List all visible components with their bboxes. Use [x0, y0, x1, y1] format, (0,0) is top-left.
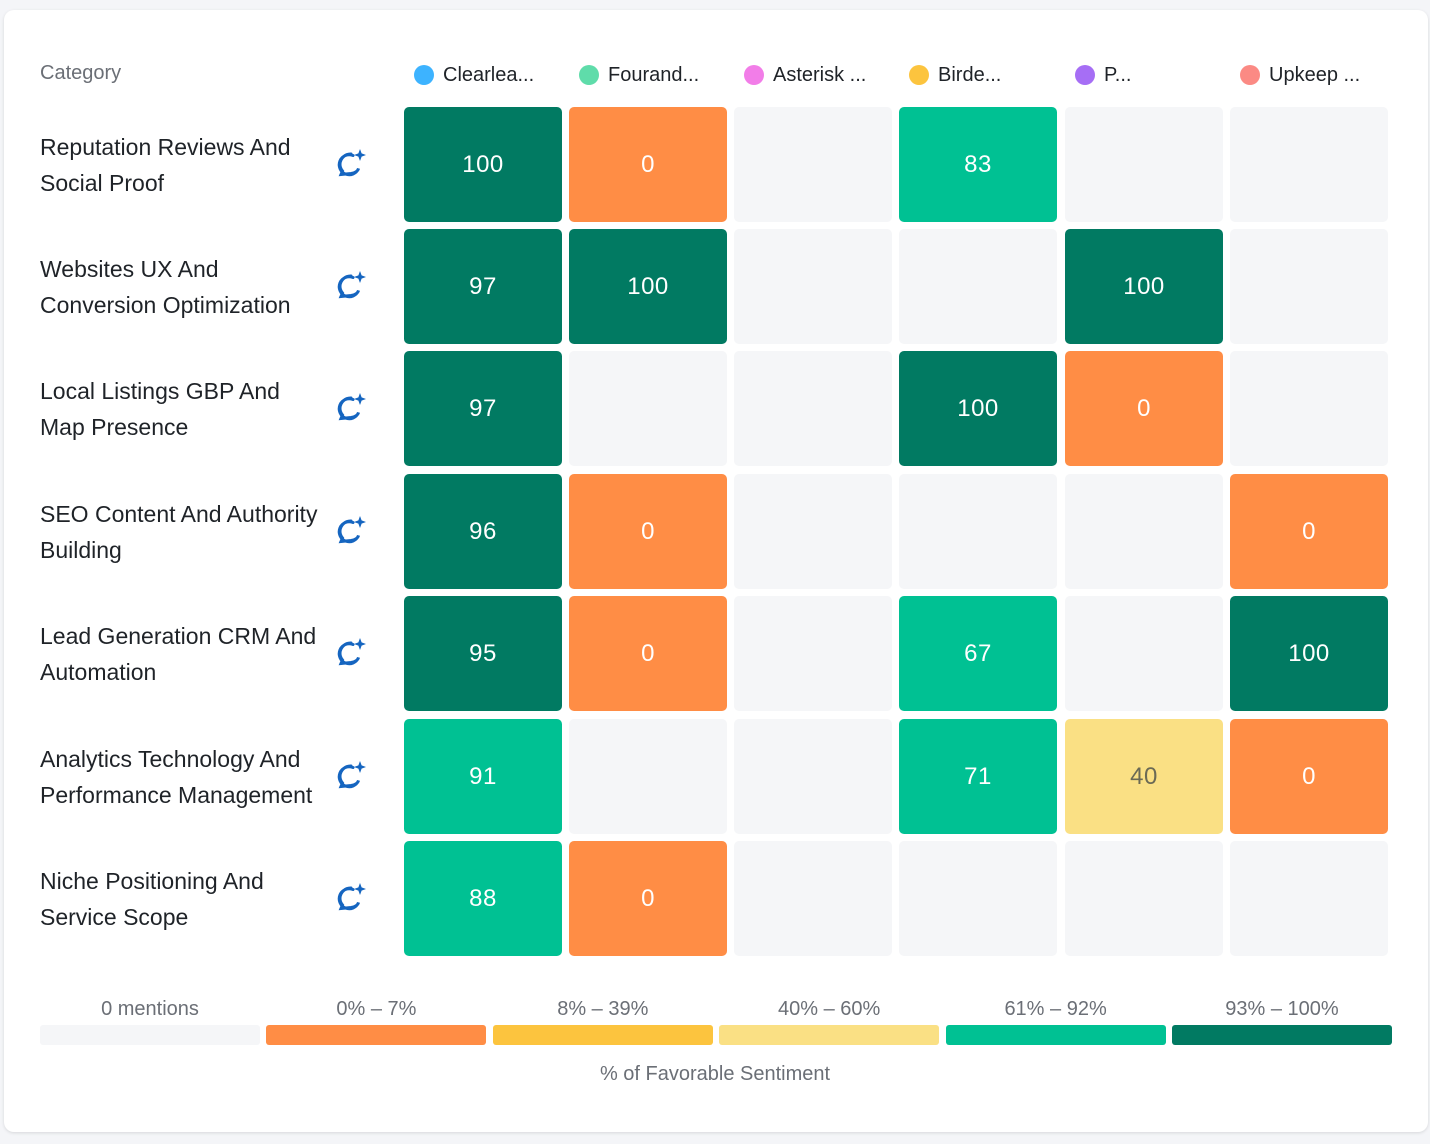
heatmap-cell[interactable]: 83 — [899, 107, 1057, 222]
brand-color-dot — [1240, 65, 1260, 85]
brand-color-dot — [579, 65, 599, 85]
heatmap-cell[interactable]: 40 — [1065, 719, 1223, 834]
row-label: Niche Positioning And Service Scope — [40, 867, 264, 930]
heatmap-cell[interactable]: 88 — [404, 841, 562, 956]
legend-label: 0 mentions — [101, 998, 199, 1020]
heatmap-cell[interactable] — [734, 351, 892, 466]
heatmap-cell[interactable] — [1230, 351, 1388, 466]
brand-color-dot — [414, 65, 434, 85]
legend-title: % of Favorable Sentiment — [599, 1063, 831, 1085]
column-header: Upkeep ... — [1240, 62, 1360, 88]
heatmap-cell[interactable] — [569, 351, 727, 466]
brand-color-dot — [1075, 65, 1095, 85]
heatmap-cell[interactable] — [1065, 107, 1223, 222]
legend-swatch — [492, 1025, 713, 1045]
column-name: Upkeep ... — [1269, 63, 1361, 86]
heatmap-cell[interactable]: 100 — [899, 351, 1057, 466]
ai-chat-sparkle-icon[interactable] — [334, 514, 368, 548]
legend-label: 8% – 39% — [557, 998, 649, 1020]
heatmap-cell[interactable]: 96 — [404, 474, 562, 589]
heatmap-cell[interactable]: 100 — [569, 229, 727, 344]
heatmap-cell[interactable]: 0 — [1230, 474, 1388, 589]
heatmap-cell[interactable] — [899, 841, 1057, 956]
ai-chat-sparkle-icon[interactable] — [334, 147, 368, 181]
legend-swatch — [40, 1025, 260, 1045]
heatmap-cell[interactable] — [1065, 596, 1223, 711]
legend-label: 93% – 100% — [1225, 998, 1339, 1020]
heatmap-cell[interactable] — [1065, 474, 1223, 589]
legend-swatch — [1172, 1025, 1392, 1045]
heatmap-cell[interactable]: 0 — [1230, 719, 1388, 834]
heatmap-cell[interactable] — [899, 229, 1057, 344]
heatmap-cell[interactable]: 95 — [404, 596, 562, 711]
heatmap-cell[interactable] — [734, 474, 892, 589]
column-header: Clearlea... — [414, 62, 534, 88]
column-header: Fourand... — [579, 62, 699, 88]
category-header: Category — [40, 62, 122, 84]
heatmap-cell[interactable]: 0 — [569, 474, 727, 589]
heatmap-cell[interactable] — [734, 841, 892, 956]
column-name: Clearlea... — [443, 63, 535, 86]
ai-chat-sparkle-icon[interactable] — [334, 269, 368, 303]
heatmap-cell[interactable]: 0 — [1065, 351, 1223, 466]
legend-swatch — [266, 1025, 487, 1045]
row-label: Reputation Reviews And Social Proof — [40, 133, 291, 196]
column-header: P... — [1075, 62, 1131, 88]
column-name: Asterisk ... — [773, 63, 867, 86]
legend-swatch — [945, 1025, 1166, 1045]
legend-swatch — [719, 1025, 940, 1045]
heatmap-cell[interactable] — [734, 107, 892, 222]
legend-label: 0% – 7% — [336, 998, 417, 1020]
legend-label: 61% – 92% — [1004, 998, 1107, 1020]
row-label: Lead Generation CRM And Automation — [40, 622, 317, 685]
row-label: Analytics Technology And Performance Man… — [40, 745, 313, 808]
row-label: Local Listings GBP And Map Presence — [40, 377, 280, 440]
heatmap-cell[interactable]: 97 — [404, 229, 562, 344]
heatmap-cell[interactable]: 91 — [404, 719, 562, 834]
column-name: P... — [1104, 63, 1132, 86]
row-label: Websites UX And Conversion Optimization — [40, 255, 291, 318]
heatmap-cell[interactable] — [569, 719, 727, 834]
column-name: Fourand... — [608, 63, 700, 86]
heatmap-cell[interactable]: 97 — [404, 351, 562, 466]
heatmap-cell[interactable] — [734, 596, 892, 711]
ai-chat-sparkle-icon[interactable] — [334, 391, 368, 425]
heatmap-cell[interactable]: 100 — [404, 107, 562, 222]
brand-color-dot — [744, 65, 764, 85]
heatmap-cell[interactable]: 71 — [899, 719, 1057, 834]
column-name: Birde... — [938, 63, 1002, 86]
heatmap-cell[interactable] — [734, 719, 892, 834]
legend-label: 40% – 60% — [778, 998, 881, 1020]
heatmap-cell[interactable] — [899, 474, 1057, 589]
heatmap-cell[interactable]: 0 — [569, 841, 727, 956]
heatmap-cell[interactable] — [734, 229, 892, 344]
ai-chat-sparkle-icon[interactable] — [334, 881, 368, 915]
heatmap-cell[interactable]: 100 — [1065, 229, 1223, 344]
row-label: SEO Content And Authority Building — [40, 500, 318, 563]
heatmap-cell[interactable]: 100 — [1230, 596, 1388, 711]
heatmap-cell[interactable] — [1230, 229, 1388, 344]
ai-chat-sparkle-icon[interactable] — [334, 636, 368, 670]
column-header: Asterisk ... — [744, 62, 866, 88]
heatmap-cell[interactable]: 0 — [569, 107, 727, 222]
heatmap-cell[interactable]: 67 — [899, 596, 1057, 711]
brand-color-dot — [909, 65, 929, 85]
column-header: Birde... — [909, 62, 1001, 88]
heatmap-cell[interactable]: 0 — [569, 596, 727, 711]
heatmap-cell[interactable] — [1230, 841, 1388, 956]
ai-chat-sparkle-icon[interactable] — [334, 759, 368, 793]
heatmap-cell[interactable] — [1065, 841, 1223, 956]
heatmap-cell[interactable] — [1230, 107, 1388, 222]
